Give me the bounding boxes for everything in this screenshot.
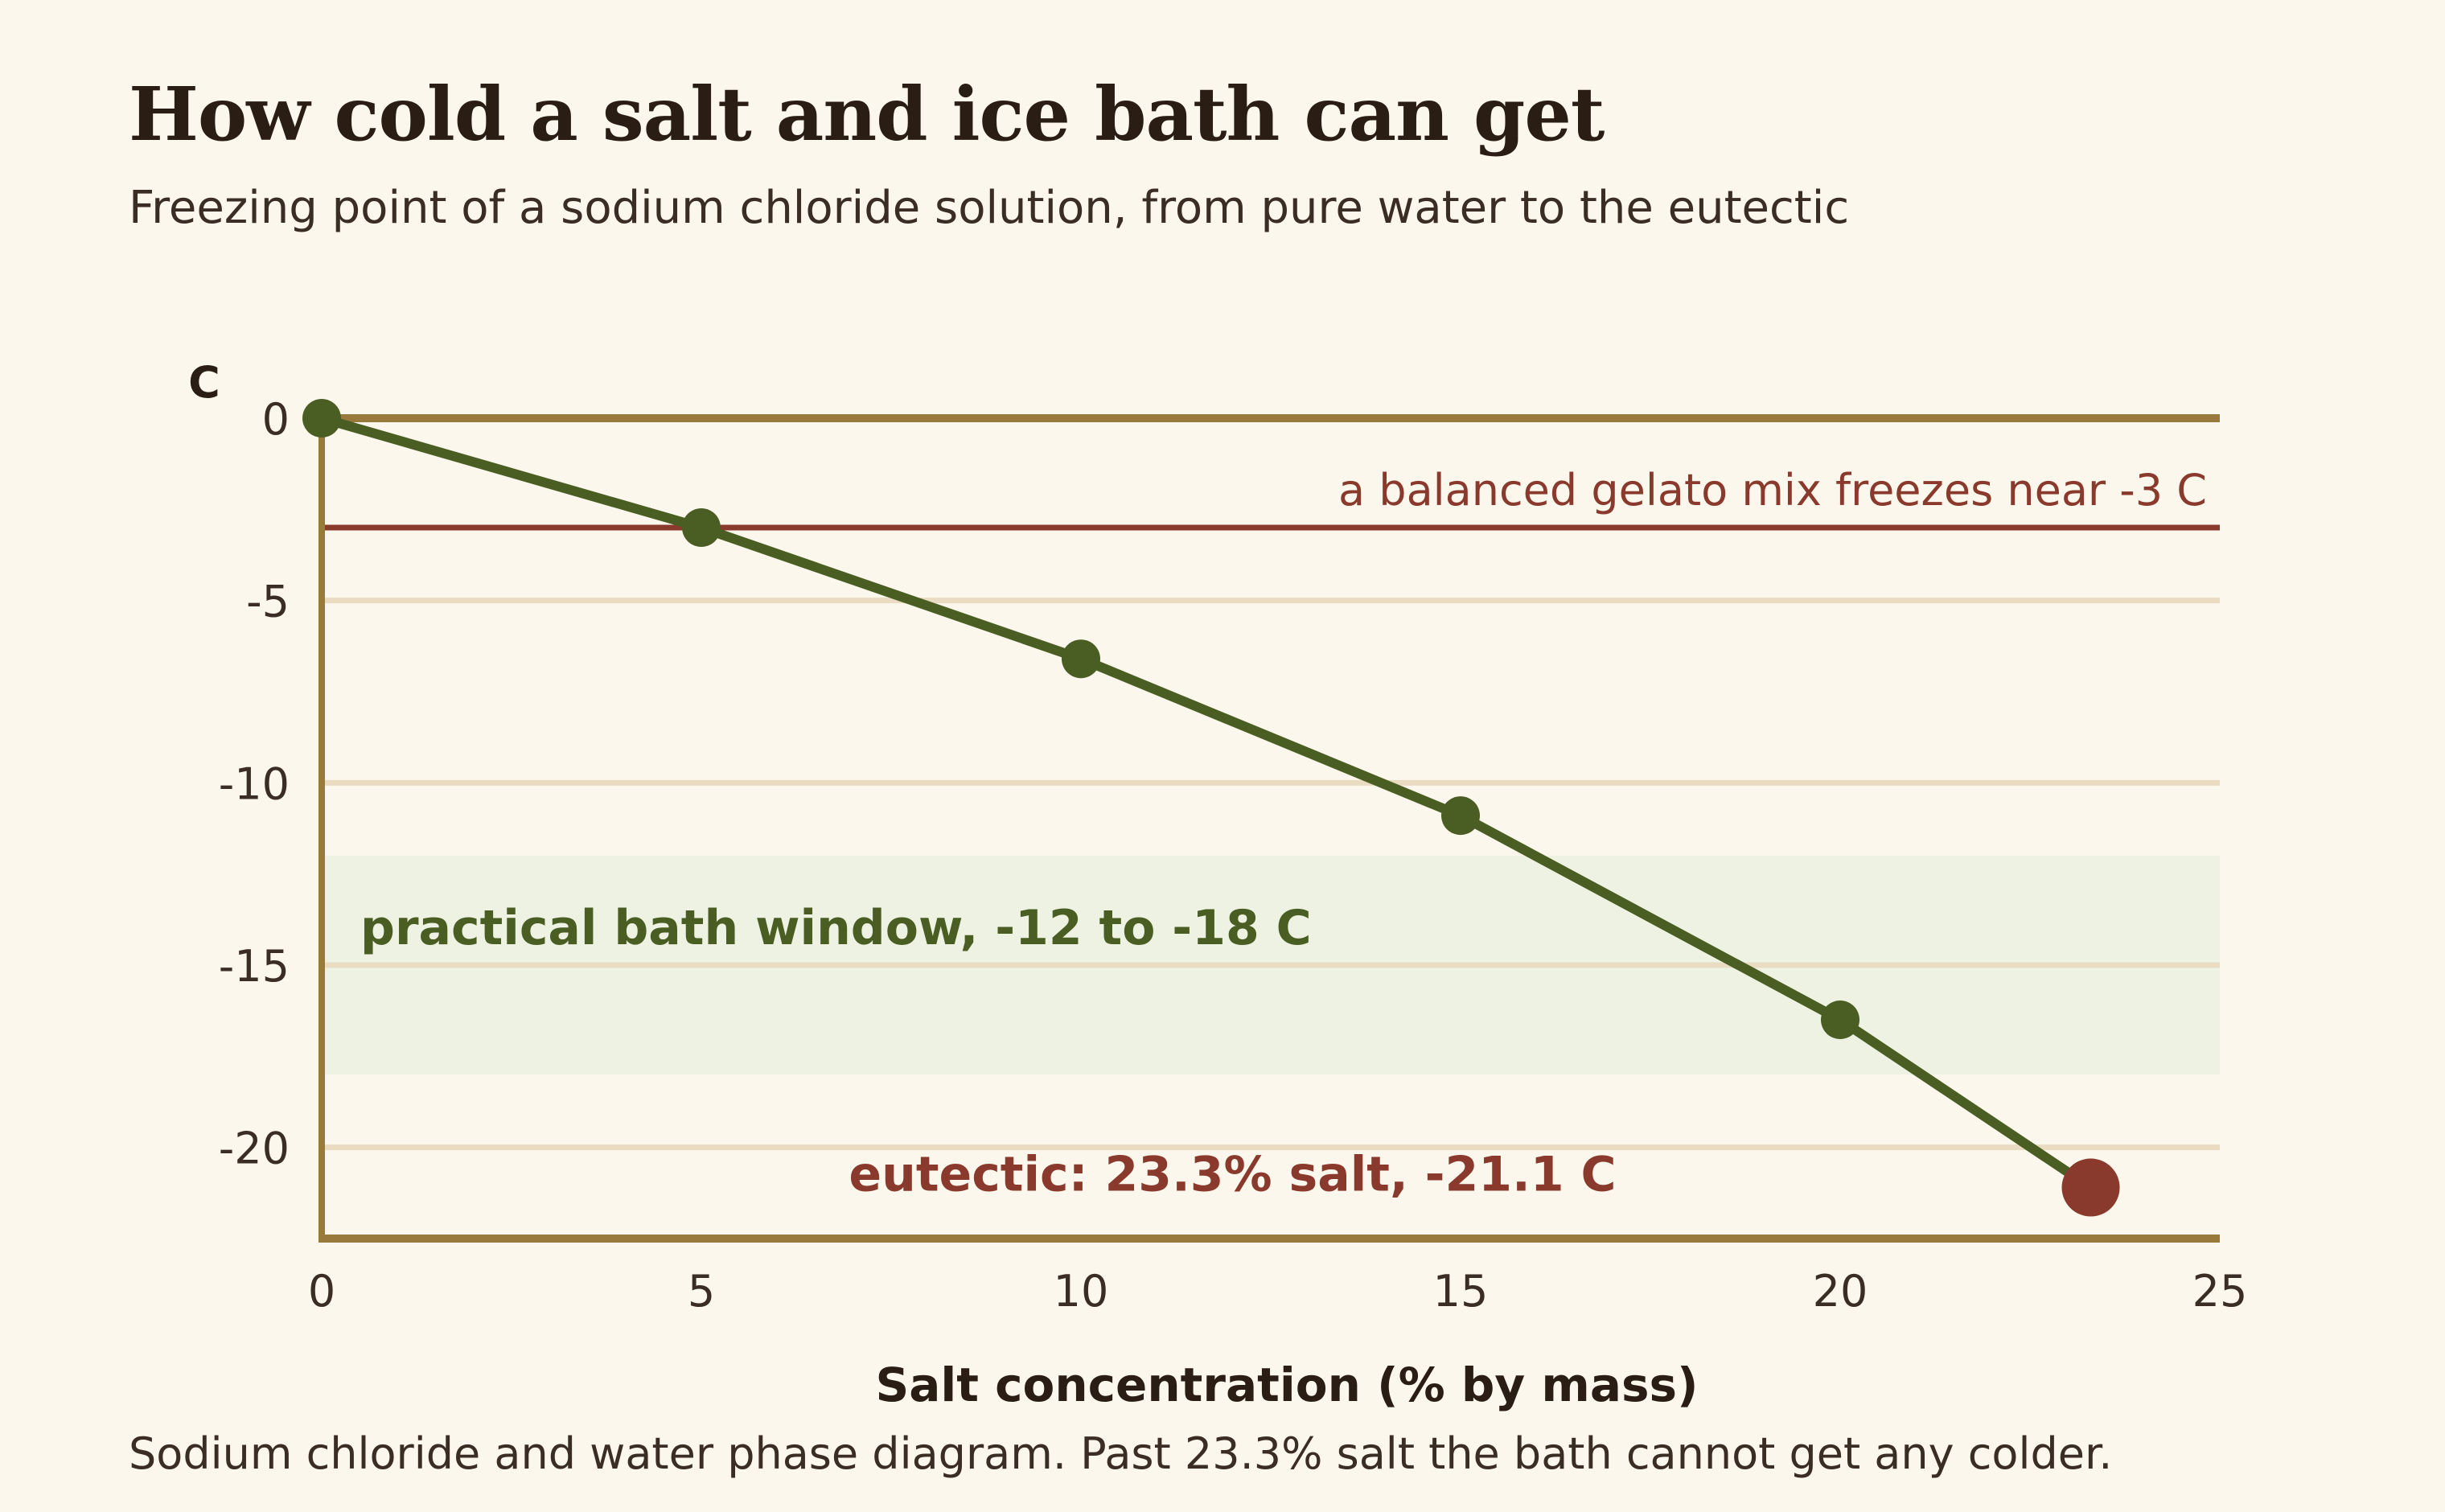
x-tick-label: 10 <box>1054 1266 1109 1317</box>
chart-caption: Sodium chloride and water phase diagram.… <box>129 1428 2113 1479</box>
y-axis-label: C <box>188 357 220 408</box>
x-tick-label: 5 <box>688 1266 715 1317</box>
y-tick-label: -10 <box>219 758 290 809</box>
data-point <box>1821 1000 1859 1039</box>
series-line <box>317 413 2096 1193</box>
chart-subtitle: Freezing point of a sodium chloride solu… <box>129 182 1850 234</box>
x-tick-label: 0 <box>308 1266 335 1317</box>
data-point <box>302 399 341 438</box>
chart-title: How cold a salt and ice bath can get <box>129 71 1605 158</box>
y-tick-label: -20 <box>219 1124 290 1174</box>
x-axis-title: Salt concentration (% by mass) <box>875 1358 1698 1412</box>
y-tick-label: -15 <box>219 941 290 992</box>
x-tick-label: 25 <box>2192 1266 2248 1317</box>
data-point <box>1062 639 1100 679</box>
data-point <box>682 508 721 547</box>
y-tick-label: 0 <box>262 394 290 445</box>
x-tick-label: 20 <box>1813 1266 1868 1317</box>
eutectic-point <box>2061 1158 2120 1217</box>
y-tick-label: -5 <box>246 577 290 627</box>
data-point <box>1441 796 1480 836</box>
eutectic-label: eutectic: 23.3% salt, -21.1 C <box>849 1147 1616 1203</box>
reference-line-label: a balanced gelato mix freezes near -3 C <box>1338 465 2207 516</box>
x-tick-label: 15 <box>1433 1266 1489 1317</box>
bath-window-label: practical bath window, -12 to -18 C <box>360 900 1312 956</box>
